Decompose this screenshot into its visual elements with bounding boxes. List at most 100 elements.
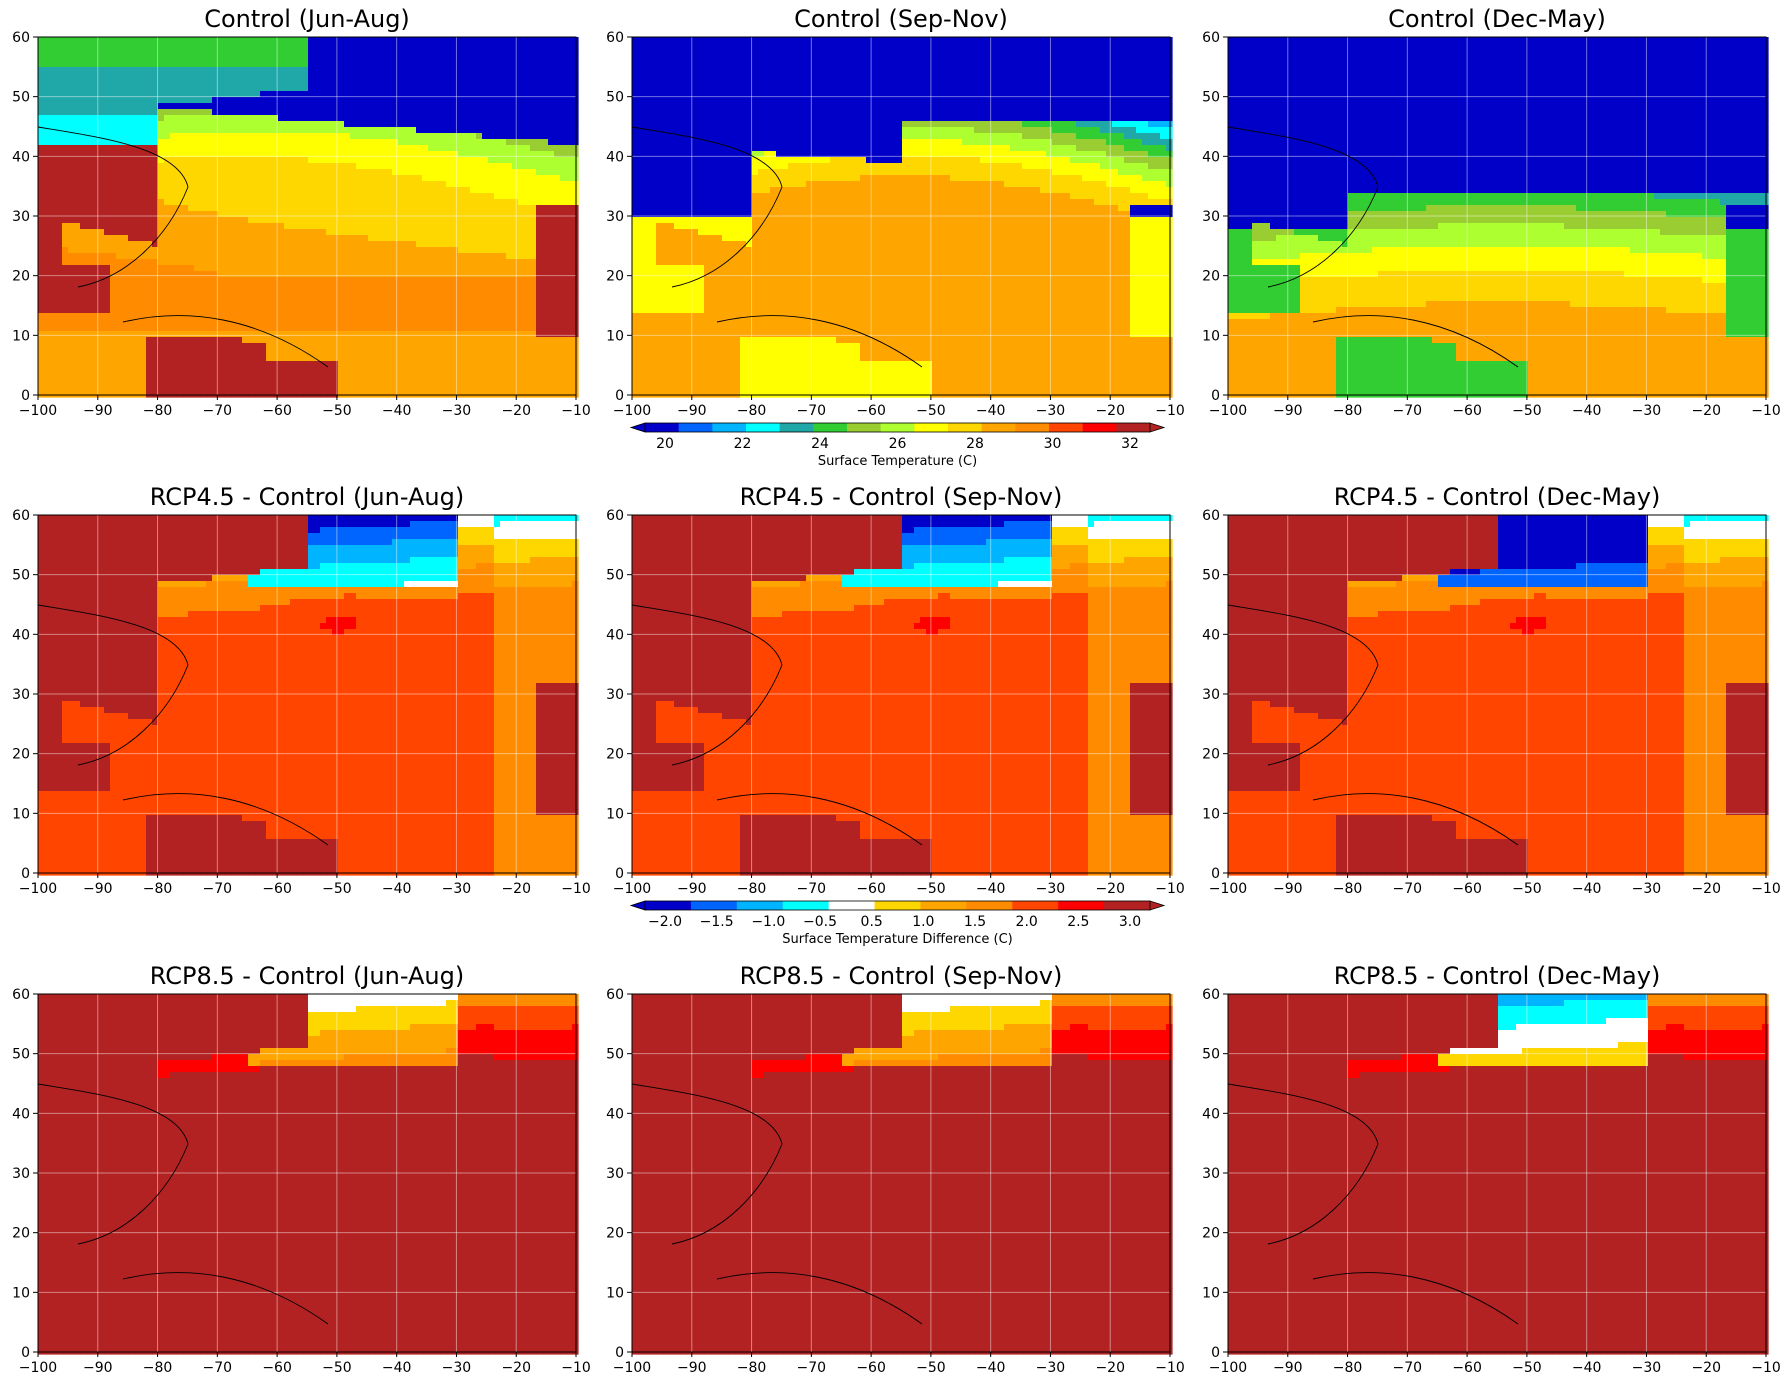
y-tick-label: 60 [1202, 987, 1220, 1003]
y-tick-label: 60 [12, 508, 30, 524]
y-tick-label: 20 [606, 747, 624, 763]
x-tick-label: −70 [203, 881, 233, 897]
x-tick-label: −70 [797, 1360, 827, 1376]
x-tick-label: −80 [1333, 403, 1363, 419]
colorbar-tick-label: 32 [1121, 436, 1139, 452]
colorbar-tick-label: 26 [889, 436, 907, 452]
panel-title: RCP8.5 - Control (Jun-Aug) [150, 962, 464, 990]
y-tick-label: 30 [1202, 209, 1220, 225]
x-tick-label: −40 [382, 881, 412, 897]
y-tick-label: 30 [606, 687, 624, 703]
x-tick-label: −60 [262, 403, 292, 419]
colorbar-tick-label: 2.5 [1067, 914, 1089, 930]
x-tick-label: −80 [737, 403, 767, 419]
x-tick-label: −50 [322, 1360, 352, 1376]
x-tick-label: −100 [1209, 1360, 1247, 1376]
colorbar-tick-label: −2.0 [648, 914, 682, 930]
y-tick-label: 20 [1202, 1226, 1220, 1242]
colorbar-segment [1058, 901, 1104, 910]
y-tick-label: 30 [1202, 1166, 1220, 1182]
x-tick-label: −50 [1512, 403, 1542, 419]
x-tick-label: −70 [1393, 881, 1423, 897]
y-tick-label: 50 [12, 568, 30, 584]
y-tick-label: 0 [615, 866, 624, 882]
colorbar-tick-label: 28 [966, 436, 984, 452]
x-tick-label: −10 [1155, 403, 1185, 419]
y-tick-label: 60 [12, 987, 30, 1003]
x-tick-label: −100 [1209, 403, 1247, 419]
colorbar-label: Surface Temperature Difference (C) [782, 932, 1013, 947]
x-tick-label: −20 [501, 881, 531, 897]
colorbar-tick-label: −1.0 [751, 914, 785, 930]
y-tick-label: 10 [12, 1285, 30, 1301]
x-tick-label: −100 [613, 881, 651, 897]
x-tick-label: −100 [613, 403, 651, 419]
colorbar-segment [982, 423, 1016, 432]
x-tick-label: −60 [1452, 881, 1482, 897]
x-tick-label: −50 [916, 881, 946, 897]
y-tick-label: 30 [606, 1166, 624, 1182]
panel-title: RCP4.5 - Control (Sep-Nov) [740, 483, 1063, 511]
x-tick-label: −30 [1036, 1360, 1066, 1376]
x-tick-label: −10 [1751, 881, 1781, 897]
x-tick-label: −30 [442, 403, 472, 419]
x-tick-label: −90 [1273, 881, 1303, 897]
colorbar-tick-label: 20 [656, 436, 674, 452]
colorbar-segment [875, 901, 921, 910]
x-tick-label: −70 [1393, 1360, 1423, 1376]
y-tick-label: 0 [615, 1345, 624, 1361]
y-tick-label: 40 [1202, 149, 1220, 165]
x-tick-label: −60 [856, 1360, 886, 1376]
temperature-field [38, 37, 579, 398]
y-tick-label: 10 [606, 1285, 624, 1301]
x-tick-label: −60 [262, 881, 292, 897]
panel-title: RCP4.5 - Control (Dec-May) [1334, 483, 1661, 511]
colorbar-tick-label: 2.0 [1016, 914, 1038, 930]
x-tick-label: −90 [677, 403, 707, 419]
x-tick-label: −90 [83, 881, 113, 897]
colorbar-segment [948, 423, 982, 432]
x-tick-label: −20 [1095, 881, 1125, 897]
temperature-field [1228, 515, 1769, 876]
colorbar-tick-label: 1.5 [964, 914, 986, 930]
x-tick-label: −10 [561, 403, 591, 419]
panel-title: RCP4.5 - Control (Jun-Aug) [150, 483, 464, 511]
y-tick-label: 40 [12, 627, 30, 643]
temperature-field [1228, 994, 1769, 1355]
x-tick-label: −30 [1632, 403, 1662, 419]
x-tick-label: −30 [1036, 881, 1066, 897]
x-tick-label: −60 [1452, 1360, 1482, 1376]
x-tick-label: −90 [1273, 1360, 1303, 1376]
colorbar-tick-label: 1.0 [912, 914, 934, 930]
y-tick-label: 0 [21, 1345, 30, 1361]
x-tick-label: −40 [1572, 403, 1602, 419]
x-tick-label: −50 [1512, 1360, 1542, 1376]
x-tick-label: −40 [1572, 1360, 1602, 1376]
y-tick-label: 0 [21, 388, 30, 404]
colorbar-segment [645, 423, 679, 432]
x-tick-label: −100 [613, 1360, 651, 1376]
colorbar-segment [920, 901, 966, 910]
x-tick-label: −80 [143, 881, 173, 897]
y-tick-label: 10 [1202, 328, 1220, 344]
map-panel-5: RCP4.5 - Control (Sep-Nov)−100 −90 −80 −70−… [606, 483, 1185, 897]
y-tick-label: 10 [12, 328, 30, 344]
x-tick-label: −40 [976, 1360, 1006, 1376]
colorbar-tick-label: 0.5 [861, 914, 883, 930]
y-tick-label: 60 [606, 30, 624, 46]
x-tick-label: −60 [856, 403, 886, 419]
y-tick-label: 30 [12, 687, 30, 703]
y-tick-label: 20 [1202, 747, 1220, 763]
panel-title: Control (Sep-Nov) [794, 5, 1008, 33]
y-tick-label: 0 [615, 388, 624, 404]
x-tick-label: −80 [143, 403, 173, 419]
y-tick-label: 0 [1211, 866, 1220, 882]
y-tick-label: 50 [1202, 1047, 1220, 1063]
x-tick-label: −30 [442, 881, 472, 897]
y-tick-label: 40 [606, 1106, 624, 1122]
y-tick-label: 0 [21, 866, 30, 882]
x-tick-label: −30 [442, 1360, 472, 1376]
x-tick-label: −30 [1036, 403, 1066, 419]
y-tick-label: 50 [1202, 90, 1220, 106]
map-panel-7: RCP8.5 - Control (Jun-Aug)−100 −90 −80 −70−… [12, 962, 591, 1376]
